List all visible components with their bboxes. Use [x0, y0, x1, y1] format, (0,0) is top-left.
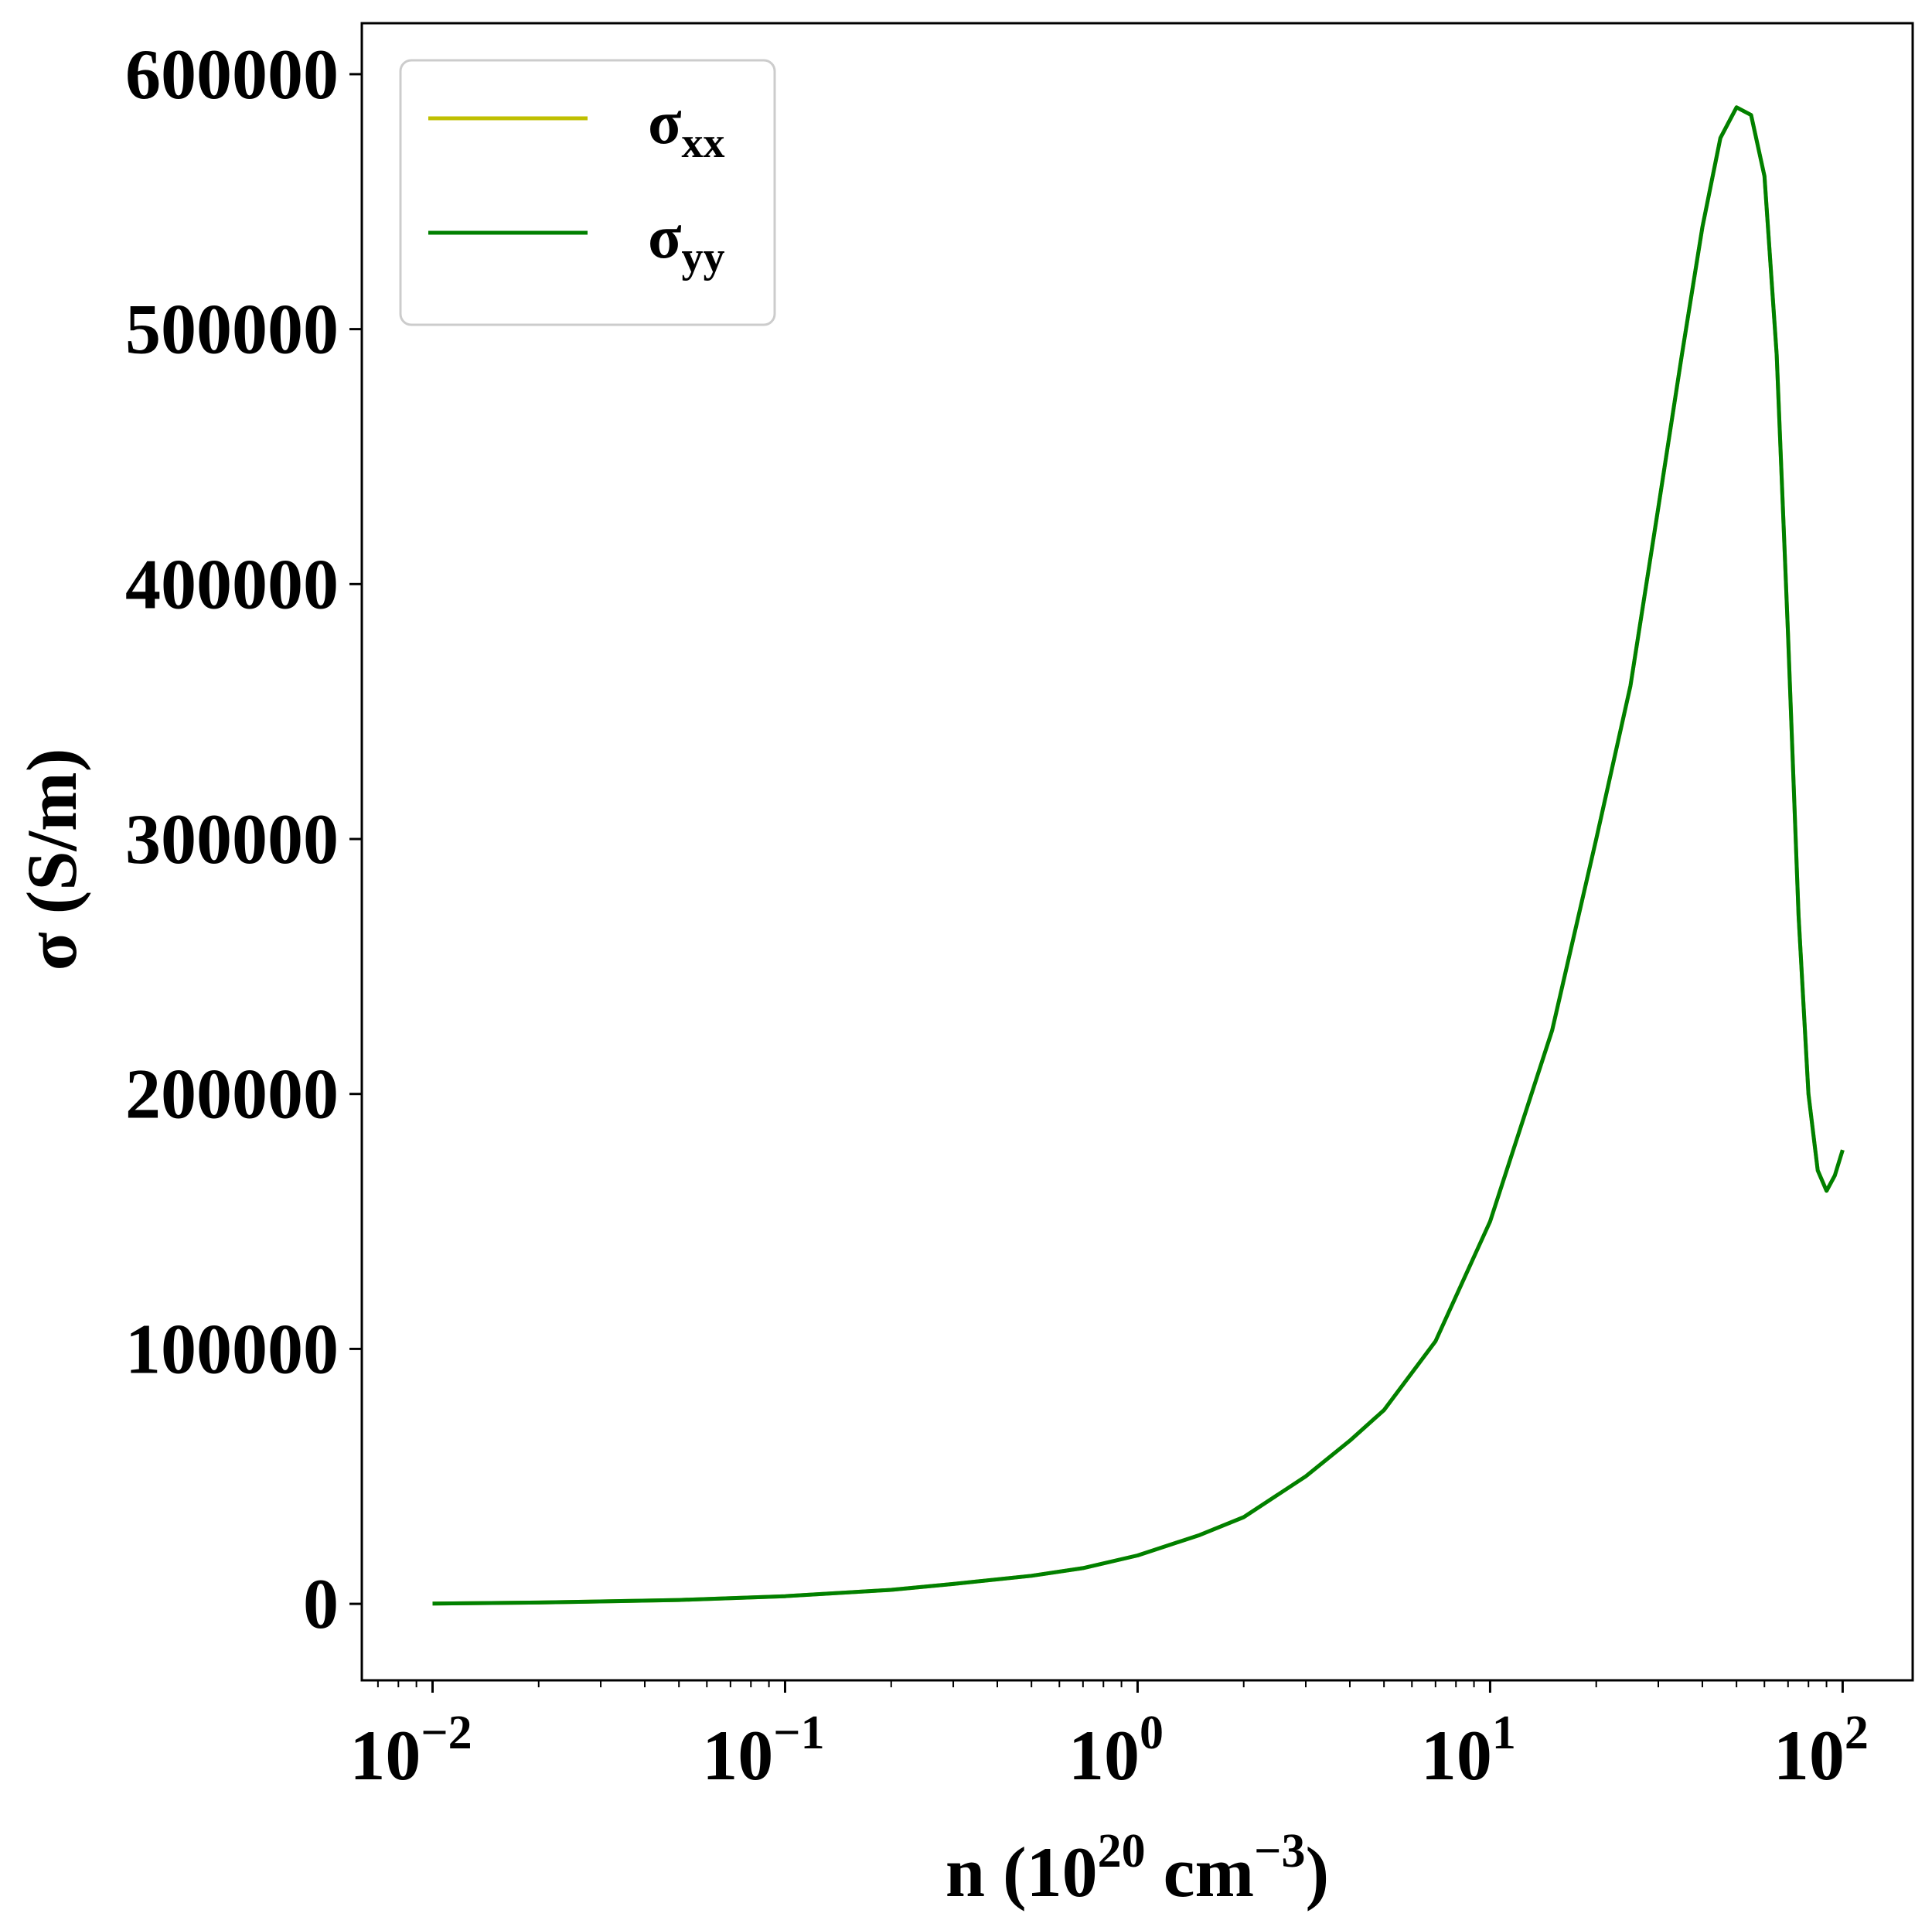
legend-label-sigma-xx-symbol: σ [648, 89, 682, 157]
legend-box [399, 59, 776, 326]
x-tick-label: 102 [1774, 1707, 1869, 1795]
legend-label-sigma-xx: σxx [648, 89, 725, 167]
x-tick-label: 100 [1068, 1707, 1164, 1795]
legend: σxx σyy [399, 59, 776, 326]
legend-label-sigma-yy: σyy [648, 203, 725, 281]
x-tick-label-exponent: 1 [1492, 1707, 1516, 1759]
x-tick-label-base: 10 [349, 1716, 421, 1795]
x-axis-title-prefix: n (10 [946, 1833, 1098, 1912]
legend-label-sigma-yy-symbol: σ [648, 203, 682, 271]
y-axis-title: σ (S/m) [12, 749, 91, 971]
y-tick-label: 200000 [125, 1055, 339, 1134]
x-tick-label: 101 [1421, 1707, 1516, 1795]
y-tick-label: 600000 [125, 35, 339, 114]
y-tick-label: 0 [303, 1564, 339, 1643]
series-line-yy [432, 105, 1845, 1606]
x-tick-label-base: 10 [702, 1716, 773, 1795]
x-tick-label-base: 10 [1421, 1716, 1492, 1795]
y-tick-label: 500000 [125, 290, 339, 369]
y-axis-ticks: 0 100000 200000 300000 400000 500000 600000 [125, 35, 362, 1643]
y-tick-label: 300000 [125, 800, 339, 878]
x-axis-title-sup1: 20 [1098, 1825, 1146, 1878]
x-axis-title-sup2: −3 [1254, 1825, 1305, 1878]
legend-label-sigma-xx-sub: xx [682, 119, 725, 167]
x-tick-label-exponent: −2 [421, 1707, 472, 1759]
x-tick-label: 10−1 [702, 1707, 824, 1795]
x-axis-title-suffix: ) [1306, 1833, 1330, 1912]
y-tick-label: 100000 [125, 1309, 339, 1388]
x-tick-label: 10−2 [349, 1707, 472, 1795]
x-tick-label-exponent: 2 [1845, 1707, 1869, 1759]
plot-frame [360, 22, 1914, 1682]
x-tick-label-exponent: −1 [773, 1707, 824, 1759]
x-tick-label-base: 10 [1068, 1716, 1140, 1795]
x-axis-title-mid: cm [1146, 1833, 1254, 1912]
x-tick-label-base: 10 [1774, 1716, 1845, 1795]
x-tick-label-exponent: 0 [1140, 1707, 1164, 1759]
y-tick-label: 400000 [125, 544, 339, 623]
x-axis-title: n (1020 cm−3) [946, 1825, 1329, 1912]
series-layer [432, 105, 1845, 1606]
x-axis-ticks: 10−2 10−1 100 101 102 [349, 1680, 1869, 1795]
legend-label-sigma-yy-sub: yy [682, 234, 725, 281]
